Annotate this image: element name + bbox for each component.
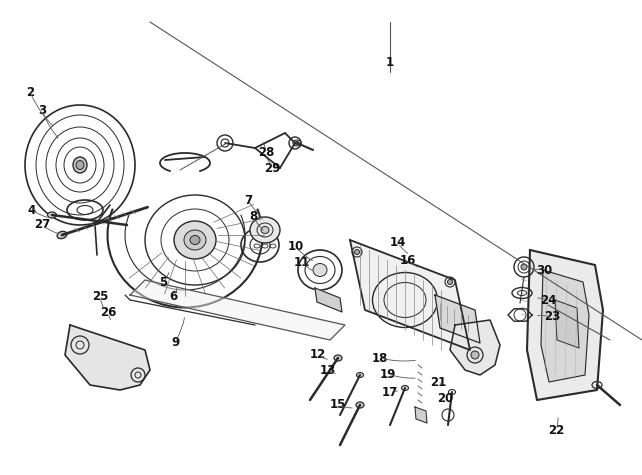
Text: 10: 10 xyxy=(288,240,304,254)
Ellipse shape xyxy=(57,231,67,238)
Ellipse shape xyxy=(76,161,84,170)
Circle shape xyxy=(447,279,453,285)
Text: 26: 26 xyxy=(100,306,116,320)
Text: 3: 3 xyxy=(38,104,46,116)
Text: 12: 12 xyxy=(310,349,326,361)
Text: 1: 1 xyxy=(386,56,394,68)
Text: 17: 17 xyxy=(382,386,398,399)
Circle shape xyxy=(354,249,360,255)
Text: 5: 5 xyxy=(159,276,167,288)
Text: 6: 6 xyxy=(169,291,177,304)
Text: 16: 16 xyxy=(400,254,416,266)
Ellipse shape xyxy=(190,236,200,245)
Text: 28: 28 xyxy=(258,145,274,159)
Text: 22: 22 xyxy=(548,424,564,437)
Ellipse shape xyxy=(295,142,299,144)
Text: 30: 30 xyxy=(536,264,552,276)
Text: 27: 27 xyxy=(34,218,50,231)
Text: 24: 24 xyxy=(540,294,556,306)
Ellipse shape xyxy=(356,402,364,408)
Text: 13: 13 xyxy=(320,363,336,377)
Text: 11: 11 xyxy=(294,256,310,268)
Ellipse shape xyxy=(356,372,363,378)
Text: 25: 25 xyxy=(92,291,108,304)
Text: 19: 19 xyxy=(380,368,396,380)
Text: 9: 9 xyxy=(171,335,179,349)
Polygon shape xyxy=(65,325,150,390)
Ellipse shape xyxy=(250,217,280,243)
Text: 20: 20 xyxy=(437,391,453,405)
Text: 2: 2 xyxy=(26,86,34,98)
Ellipse shape xyxy=(313,264,327,276)
Circle shape xyxy=(521,264,527,270)
Polygon shape xyxy=(450,320,500,375)
Ellipse shape xyxy=(261,227,269,234)
Ellipse shape xyxy=(401,386,408,390)
Ellipse shape xyxy=(73,157,87,173)
Text: 18: 18 xyxy=(372,352,388,364)
Circle shape xyxy=(471,351,479,359)
Text: 29: 29 xyxy=(264,162,280,174)
Text: 14: 14 xyxy=(390,237,406,249)
Polygon shape xyxy=(415,407,427,423)
Polygon shape xyxy=(555,300,579,348)
Polygon shape xyxy=(435,295,480,343)
Ellipse shape xyxy=(174,221,216,259)
Ellipse shape xyxy=(184,230,206,250)
Text: 23: 23 xyxy=(544,311,560,323)
Ellipse shape xyxy=(334,355,342,361)
Text: 7: 7 xyxy=(244,193,252,207)
Ellipse shape xyxy=(48,212,56,218)
Text: 21: 21 xyxy=(430,376,446,389)
Polygon shape xyxy=(541,270,589,382)
Polygon shape xyxy=(527,250,603,400)
Text: 4: 4 xyxy=(28,203,36,217)
Polygon shape xyxy=(315,288,342,312)
Text: 8: 8 xyxy=(249,209,257,222)
Polygon shape xyxy=(350,240,470,350)
Polygon shape xyxy=(130,280,345,340)
Text: 15: 15 xyxy=(330,399,346,411)
